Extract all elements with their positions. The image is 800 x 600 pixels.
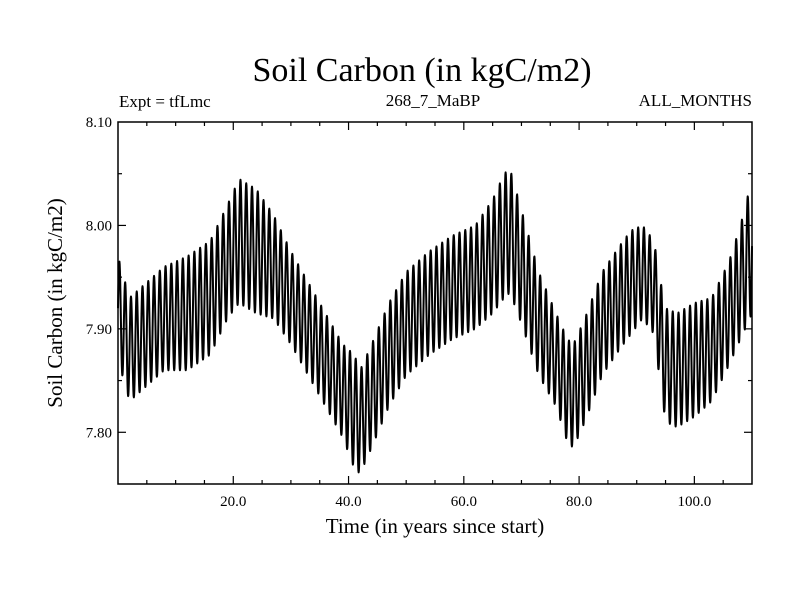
months-label: ALL_MONTHS — [639, 91, 752, 110]
x-tick-label: 60.0 — [451, 494, 477, 510]
x-tick-label: 100.0 — [677, 494, 711, 510]
y-axis-label: Soil Carbon (in kgC/m2) — [43, 198, 67, 407]
x-axis-label: Time (in years since start) — [326, 514, 545, 538]
y-tick-labels: 7.80 7.90 8.00 8.10 — [86, 115, 112, 441]
y-tick-label: 7.80 — [86, 425, 112, 441]
chart-title: Soil Carbon (in kgC/m2) — [252, 52, 591, 89]
x-tick-labels: 20.0 40.0 60.0 80.0 100.0 — [220, 494, 711, 510]
experiment-label: Expt = tfLmc — [119, 92, 211, 111]
y-tick-label: 7.90 — [86, 322, 112, 338]
series-line-soil-carbon — [117, 171, 753, 474]
x-tick-label: 40.0 — [335, 494, 361, 510]
x-tick-label: 80.0 — [566, 494, 592, 510]
period-label: 268_7_MaBP — [386, 91, 480, 110]
x-tick-label: 20.0 — [220, 494, 246, 510]
plot-frame — [117, 121, 753, 485]
y-tick-label: 8.10 — [86, 115, 112, 131]
y-tick-label: 8.00 — [86, 218, 112, 234]
